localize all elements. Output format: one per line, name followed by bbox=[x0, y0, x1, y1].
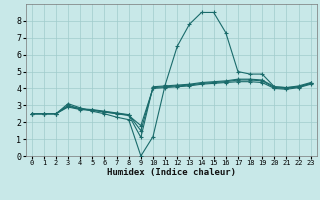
X-axis label: Humidex (Indice chaleur): Humidex (Indice chaleur) bbox=[107, 168, 236, 177]
